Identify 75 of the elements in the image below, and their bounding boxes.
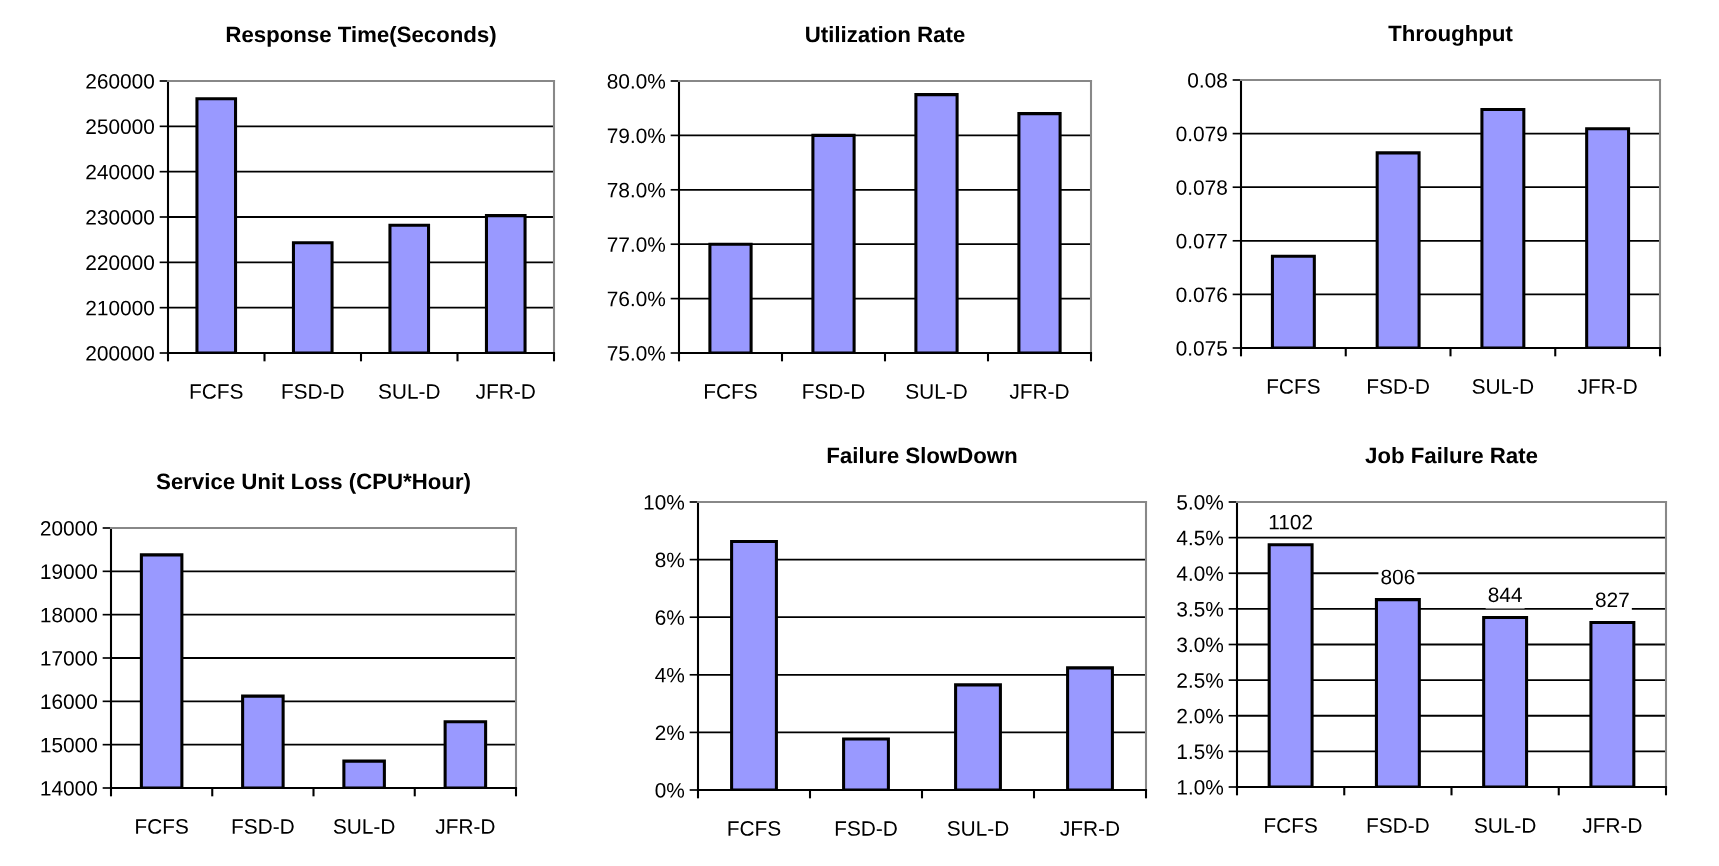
y-tick-label: 5.0% <box>1177 495 1224 510</box>
x-tick-label: FCFS <box>1265 818 1317 833</box>
y-tick-label: 0.077 <box>1176 233 1227 249</box>
y-tick-label: 3.5% <box>1177 601 1224 617</box>
y-tick-label: 18000 <box>41 607 97 623</box>
x-tick-label: FCFS <box>705 384 757 399</box>
y-tick-label: 76.0% <box>607 291 666 307</box>
x-tick-label: FSD-D <box>803 384 865 399</box>
y-tick-label: 2.0% <box>1177 708 1224 724</box>
y-tick-label: 0.08 <box>1188 73 1227 88</box>
y-tick-label: 15000 <box>41 737 97 753</box>
y-tick-label: 240000 <box>86 164 154 180</box>
y-tick-label: 79.0% <box>607 128 666 144</box>
y-tick-label: 16000 <box>41 694 97 710</box>
x-tick-label: FSD-D <box>1368 379 1429 394</box>
x-tick-label: SUL-D <box>1472 379 1534 394</box>
annotation: 844 <box>1488 587 1522 603</box>
annotation: 806 <box>1381 569 1415 585</box>
y-tick-label: 200000 <box>86 346 154 361</box>
y-tick-label: 3.0% <box>1177 637 1224 653</box>
y-tick-label: 14000 <box>41 781 97 796</box>
x-tick-label: FCFS <box>728 821 781 836</box>
y-tick-label: 10% <box>644 495 685 510</box>
x-tick-label: SUL-D <box>333 819 395 834</box>
x-tick-label: FCFS <box>1267 379 1320 394</box>
x-tick-label: JFR-D <box>1060 821 1120 836</box>
y-tick-label: 250000 <box>86 119 154 135</box>
y-tick-label: 4% <box>655 667 685 683</box>
x-tick-label: FSD-D <box>835 821 897 836</box>
y-tick-label: 4.5% <box>1176 530 1224 546</box>
y-tick-label: 19000 <box>41 564 97 580</box>
chart-title: Response Time(Seconds) <box>226 26 496 47</box>
y-tick-label: 0.078 <box>1176 180 1227 195</box>
y-tick-label: 78.0% <box>607 182 666 198</box>
x-tick-label: FSD-D <box>232 819 294 834</box>
chart-title: Utilization Rate <box>806 26 965 43</box>
y-tick-label: 17000 <box>41 651 97 666</box>
x-tick-label: JFR-D <box>1582 818 1642 833</box>
x-tick-label: SUL-D <box>947 821 1009 836</box>
x-tick-label: FCFS <box>136 819 188 834</box>
y-tick-label: 1.0% <box>1177 780 1224 795</box>
chart-title: Failure SlowDown <box>827 447 1017 464</box>
y-tick-label: 77.0% <box>607 237 666 252</box>
x-tick-label: SUL-D <box>1474 818 1536 833</box>
y-tick-label: 2% <box>655 725 685 741</box>
x-tick-label: FSD-D <box>1367 818 1429 833</box>
annotation: 827 <box>1595 592 1629 608</box>
y-tick-label: 6% <box>655 610 685 625</box>
x-tick-label: JFR-D <box>475 384 535 399</box>
x-tick-label: JFR-D <box>1577 379 1637 394</box>
x-tick-label: JFR-D <box>435 819 495 834</box>
y-tick-label: 75.0% <box>607 346 666 361</box>
chart-title: Service Unit Loss (CPU*Hour) <box>156 473 470 494</box>
x-tick-label: JFR-D <box>1009 384 1069 399</box>
chart-title: Throughput <box>1388 25 1513 46</box>
x-tick-label: FCFS <box>190 384 243 399</box>
y-tick-label: 230000 <box>86 210 154 225</box>
x-tick-label: FSD-D <box>282 384 344 399</box>
y-tick-label: 220000 <box>86 255 154 271</box>
chart-title: Job Failure Rate <box>1365 447 1538 464</box>
x-tick-label: SUL-D <box>378 384 440 399</box>
y-tick-label: 4.0% <box>1176 566 1224 581</box>
x-tick-label: SUL-D <box>906 384 967 399</box>
y-tick-label: 0.076 <box>1176 287 1227 303</box>
y-tick-label: 0% <box>655 783 685 798</box>
y-tick-label: 80.0% <box>607 74 666 89</box>
y-tick-label: 20000 <box>40 521 97 536</box>
annotation: 1102 <box>1269 514 1312 530</box>
y-tick-label: 0.079 <box>1176 126 1227 142</box>
y-tick-label: 210000 <box>86 300 154 316</box>
y-tick-label: 0.075 <box>1176 341 1227 356</box>
y-tick-label: 1.5% <box>1177 744 1224 760</box>
y-tick-label: 2.5% <box>1177 673 1224 688</box>
y-tick-label: 8% <box>655 552 685 568</box>
y-tick-label: 260000 <box>86 74 154 89</box>
